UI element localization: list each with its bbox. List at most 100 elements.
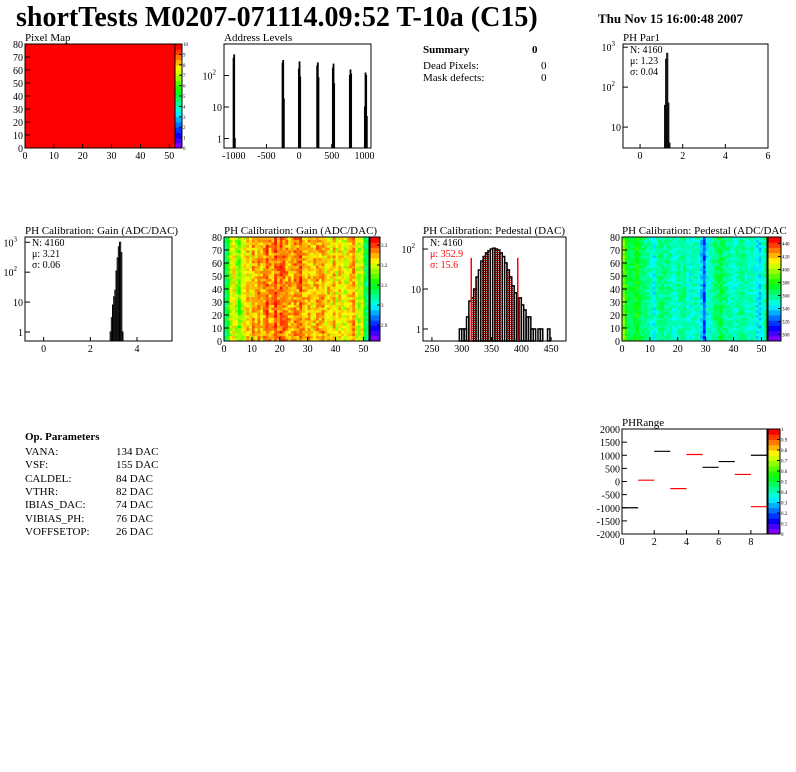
- heatmap-cell: [276, 322, 281, 326]
- heatmap-cell: [290, 263, 295, 266]
- palette-label: 3.1: [381, 284, 388, 289]
- heatmap-cell: [265, 273, 269, 277]
- heatmap-cell: [647, 276, 651, 279]
- heatmap-cell: [288, 335, 292, 339]
- heatmap-cell: [761, 304, 765, 308]
- heatmap-cell: [635, 338, 640, 342]
- heatmap-cell: [708, 237, 712, 240]
- heatmap-cell: [711, 263, 715, 266]
- heatmap-cell: [251, 244, 255, 248]
- heatmap-cell: [697, 239, 701, 243]
- heatmap-cell: [237, 260, 242, 264]
- heatmap-cell: [669, 320, 673, 324]
- heatmap-cell: [744, 257, 748, 261]
- heatmap-cell: [324, 304, 328, 308]
- heatmap-cell: [755, 286, 759, 290]
- heatmap-cell: [691, 250, 695, 253]
- heatmap-cell: [672, 299, 676, 303]
- heatmap-cell: [727, 286, 732, 290]
- heatmap-cell: [257, 244, 261, 248]
- heatmap-cell: [226, 244, 230, 248]
- heatmap-cell: [338, 338, 342, 342]
- heatmap-cell: [658, 286, 662, 290]
- heatmap-cell: [271, 263, 275, 266]
- heatmap-cell: [694, 312, 698, 316]
- heatmap-cell: [716, 255, 720, 259]
- heatmap-cell: [750, 255, 754, 259]
- x-tick-label: 8: [748, 537, 753, 548]
- heatmap-cell: [346, 278, 350, 282]
- heatmap-cell: [352, 307, 356, 311]
- heatmap-cell: [638, 239, 642, 243]
- heatmap-cell: [658, 278, 662, 282]
- heatmap-cell: [753, 265, 757, 269]
- x-tick-label: 1000: [354, 151, 374, 162]
- heatmap-cell: [750, 265, 754, 269]
- heatmap-cell: [226, 252, 230, 256]
- heatmap-cell: [680, 309, 684, 313]
- heatmap-cell: [352, 242, 356, 246]
- heatmap-cell: [335, 260, 339, 264]
- heatmap-cell: [254, 299, 258, 303]
- heatmap-cell: [282, 255, 286, 259]
- heatmap-cell: [663, 296, 667, 300]
- heatmap-cell: [226, 299, 230, 303]
- heatmap-cell: [641, 260, 645, 264]
- heatmap-cell: [240, 283, 244, 287]
- heatmap-cell: [700, 281, 704, 285]
- heatmap-cell: [246, 276, 250, 279]
- heatmap-cell: [711, 276, 715, 279]
- heatmap-cell: [644, 294, 648, 298]
- heatmap-cell: [327, 286, 331, 290]
- palette-cell: [175, 54, 182, 61]
- heatmap-cell: [719, 291, 723, 295]
- heatmap-cell: [229, 299, 233, 303]
- heatmap-cell: [727, 278, 732, 282]
- heatmap-cell: [747, 257, 751, 261]
- heatmap-cell: [313, 315, 317, 318]
- heatmap-cell: [335, 250, 339, 253]
- heatmap-cell: [633, 291, 637, 295]
- heatmap-cell: [263, 289, 267, 292]
- heatmap-cell: [260, 315, 264, 318]
- heatmap-cell: [730, 260, 734, 264]
- heatmap-cell: [655, 255, 659, 259]
- heatmap-cell: [666, 322, 670, 326]
- heatmap-cell: [663, 255, 667, 259]
- heatmap-cell: [672, 294, 676, 298]
- x-tick-label: 0: [620, 537, 625, 548]
- heatmap-cell: [290, 242, 295, 246]
- heatmap-cell: [725, 315, 729, 318]
- heatmap-cell: [744, 304, 748, 308]
- heatmap-cell: [352, 335, 356, 339]
- heatmap-cell: [691, 302, 695, 305]
- heatmap-cell: [251, 309, 255, 313]
- heatmap-cell: [744, 278, 748, 282]
- heatmap-cell: [307, 237, 311, 240]
- heatmap-cell: [722, 333, 726, 337]
- heatmap-cell: [260, 291, 264, 295]
- heatmap-cell: [363, 289, 367, 292]
- heatmap-cell: [360, 307, 364, 311]
- heatmap-cell: [633, 294, 637, 298]
- heatmap-cell: [232, 286, 236, 290]
- heatmap-cell: [313, 255, 317, 259]
- y-tick-label: -1000: [597, 504, 620, 515]
- heatmap-cell: [243, 322, 247, 326]
- heatmap-cell: [686, 333, 690, 337]
- heatmap-cell: [360, 270, 364, 274]
- heatmap-cell: [649, 322, 653, 326]
- palette-cell: [768, 439, 780, 446]
- heatmap-cell: [750, 237, 754, 240]
- heatmap-cell: [677, 244, 681, 248]
- heatmap-cell: [697, 325, 701, 329]
- heatmap-cell: [246, 273, 250, 277]
- heatmap-cell: [341, 268, 345, 272]
- y-tick-label: 103: [4, 235, 18, 249]
- heatmap-cell: [647, 273, 651, 277]
- heatmap-cell: [722, 291, 726, 295]
- heatmap-cell: [260, 294, 264, 298]
- heatmap-cell: [265, 312, 269, 316]
- heatmap-cell: [318, 317, 322, 321]
- heatmap-cell: [279, 239, 283, 243]
